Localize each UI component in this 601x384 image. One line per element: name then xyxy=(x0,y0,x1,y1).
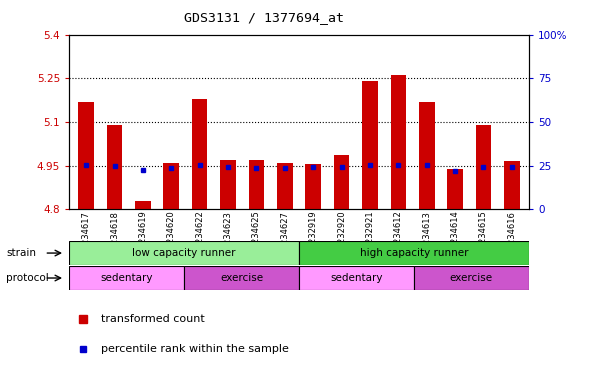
Bar xyxy=(249,160,264,209)
Text: exercise: exercise xyxy=(220,273,263,283)
Bar xyxy=(475,125,491,209)
Bar xyxy=(69,266,184,290)
Text: sedentary: sedentary xyxy=(100,273,153,283)
Text: sedentary: sedentary xyxy=(330,273,383,283)
Bar xyxy=(299,266,414,290)
Text: percentile rank within the sample: percentile rank within the sample xyxy=(102,344,289,354)
Text: strain: strain xyxy=(6,248,36,258)
Bar xyxy=(299,241,529,265)
Text: transformed count: transformed count xyxy=(102,314,205,324)
Bar xyxy=(305,164,321,209)
Bar xyxy=(78,101,94,209)
Bar xyxy=(391,75,406,209)
Text: exercise: exercise xyxy=(450,273,493,283)
Bar xyxy=(184,266,299,290)
Text: low capacity runner: low capacity runner xyxy=(132,248,236,258)
Text: high capacity runner: high capacity runner xyxy=(359,248,468,258)
Bar xyxy=(163,163,179,209)
Text: protocol: protocol xyxy=(6,273,49,283)
Bar xyxy=(419,101,435,209)
Bar xyxy=(107,125,123,209)
Bar xyxy=(414,266,529,290)
Bar xyxy=(447,169,463,209)
Bar xyxy=(192,99,207,209)
Bar xyxy=(334,156,349,209)
Bar xyxy=(362,81,378,209)
Bar xyxy=(135,200,151,209)
Text: GDS3131 / 1377694_at: GDS3131 / 1377694_at xyxy=(185,12,344,25)
Bar xyxy=(69,241,299,265)
Bar xyxy=(277,163,293,209)
Bar xyxy=(220,160,236,209)
Bar xyxy=(504,161,520,209)
